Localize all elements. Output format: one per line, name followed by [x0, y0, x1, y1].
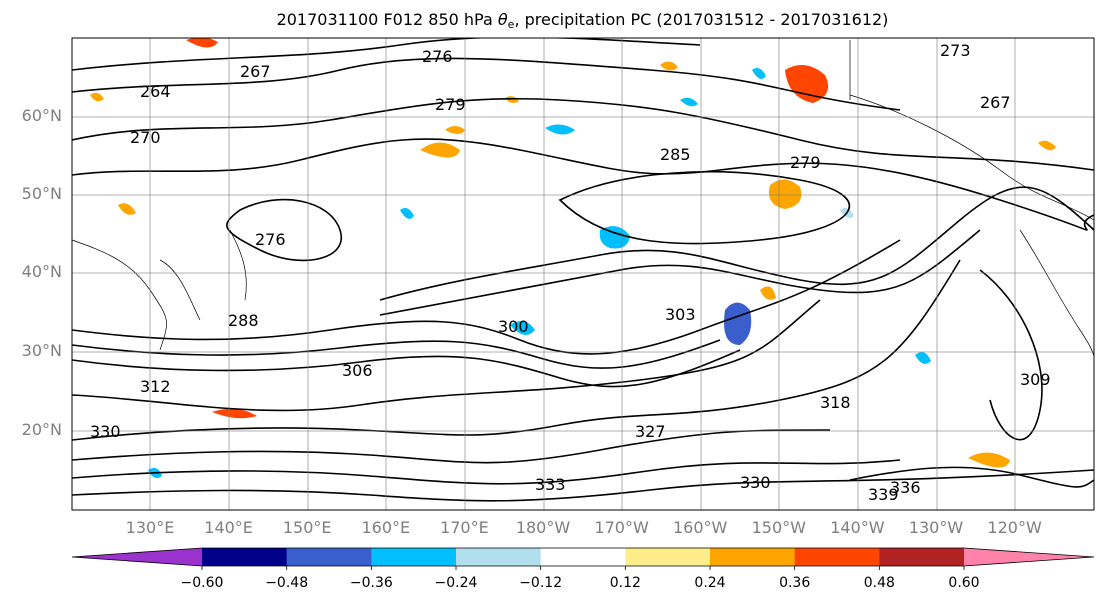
title-theta-subscript: e — [507, 18, 515, 31]
colorbar — [71, 547, 1095, 570]
contour-label-264: 264 — [140, 82, 171, 101]
colorbar-segment-2 — [286, 548, 372, 566]
title-suffix: , precipitation PC (2017031512 - 2017031… — [514, 10, 889, 29]
lon-label-1: 140°E — [204, 518, 253, 537]
contour-label-285: 285 — [660, 145, 691, 164]
colorbar-label-7: 0.36 — [779, 575, 811, 591]
colorbar-label-2: −0.36 — [349, 575, 393, 591]
colorbar-segment-7 — [710, 548, 796, 566]
graticule — [72, 38, 1094, 510]
precipitation-shading — [90, 38, 1056, 478]
contour-label-288: 288 — [228, 311, 259, 330]
lon-label-5: 180°W — [515, 518, 571, 537]
colorbar-label-4: −0.12 — [519, 575, 563, 591]
contour-label-309: 309 — [1020, 370, 1051, 389]
contour-label-303: 303 — [665, 305, 696, 324]
lat-label-50n: 50°N — [21, 184, 62, 203]
colorbar-segment-6 — [625, 548, 711, 566]
colorbar-segment-4 — [456, 548, 542, 566]
title-prefix: 2017031100 F012 850 hPa — [276, 10, 498, 29]
colorbar-label-3: −0.24 — [434, 575, 478, 591]
colorbar-label-6: 0.24 — [694, 575, 726, 591]
lon-label-6: 170°W — [594, 518, 649, 537]
colorbar-segment-8 — [794, 548, 880, 566]
lat-label-20n: 20°N — [21, 420, 62, 439]
contour-label-279b: 279 — [790, 153, 821, 172]
lon-label-0: 130°E — [125, 518, 175, 537]
contour-label-336: 336 — [890, 478, 921, 497]
lon-label-2: 150°E — [282, 518, 332, 537]
colorbar-segment-3 — [371, 548, 457, 566]
contour-label-279: 279 — [435, 95, 466, 114]
contour-label-339: 339 — [868, 485, 899, 504]
contour-label-300: 300 — [498, 317, 529, 336]
lon-label-9: 140°W — [830, 518, 885, 537]
contour-label-270: 270 — [130, 128, 161, 147]
contour-label-330b: 330 — [740, 473, 771, 492]
colorbar-segment-1 — [202, 548, 288, 566]
coastlines — [72, 40, 1094, 380]
colorbar-segment-10 — [964, 548, 1094, 566]
contour-label-273: 273 — [940, 41, 971, 60]
contour-label-333: 333 — [535, 475, 566, 494]
map-title: 2017031100 F012 850 hPa θe, precipitatio… — [0, 10, 1105, 31]
lon-label-11: 120°W — [987, 518, 1042, 537]
colorbar-label-0: −0.60 — [180, 575, 224, 591]
lat-label-30n: 30°N — [21, 341, 62, 360]
lon-label-7: 160°W — [673, 518, 728, 537]
map-frame — [71, 37, 1095, 511]
contour-label-327: 327 — [635, 422, 666, 441]
colorbar-label-9: 0.60 — [948, 575, 980, 591]
colorbar-segment-5 — [540, 548, 626, 566]
colorbar-label-8: 0.48 — [863, 575, 895, 591]
lat-label-60n: 60°N — [21, 106, 62, 125]
contour-label-267: 267 — [240, 62, 271, 81]
contour-label-267b: 267 — [980, 93, 1011, 112]
lon-label-8: 150°W — [751, 518, 806, 537]
lon-label-4: 170°E — [440, 518, 489, 537]
lon-label-3: 160°E — [361, 518, 411, 537]
theta-e-contours — [72, 38, 1094, 502]
contour-label-330: 330 — [90, 422, 121, 441]
colorbar-label-5: 0.12 — [609, 575, 641, 591]
lat-label-40n: 40°N — [21, 262, 62, 281]
contour-label-306: 306 — [342, 361, 373, 380]
contour-label-276: 276 — [422, 47, 453, 66]
colorbar-label-1: −0.48 — [265, 575, 309, 591]
colorbar-segment-0 — [72, 548, 202, 566]
contour-labels: 264 267 267 270 273 276 276 279 279 285 … — [90, 41, 1051, 504]
contour-label-318: 318 — [820, 393, 851, 412]
map-background — [72, 38, 1094, 510]
title-theta: θ — [497, 10, 508, 29]
contour-label-312: 312 — [140, 377, 171, 396]
lon-label-10: 130°W — [908, 518, 964, 537]
contour-label-276b: 276 — [255, 230, 286, 249]
colorbar-segment-9 — [879, 548, 965, 566]
